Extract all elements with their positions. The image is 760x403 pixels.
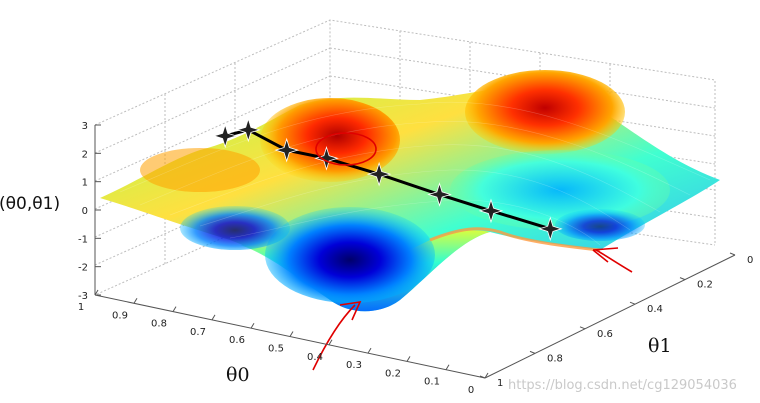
z-tick-label: -3 bbox=[78, 291, 88, 302]
x-tick-mark bbox=[484, 372, 489, 379]
z-tick-label: 3 bbox=[82, 121, 88, 132]
valley-side bbox=[180, 206, 290, 250]
x-tick-mark bbox=[133, 298, 138, 304]
x-tick-label: 0.3 bbox=[346, 360, 362, 371]
y-tick-mark bbox=[529, 350, 536, 354]
path-star-marker bbox=[427, 182, 452, 207]
z-tick-label: 2 bbox=[82, 149, 88, 160]
x-tick-mark bbox=[94, 289, 99, 296]
x-tick-mark bbox=[406, 356, 411, 362]
y-tick-label: 0.6 bbox=[597, 329, 613, 340]
x-tick-mark bbox=[250, 322, 255, 329]
cost-surface bbox=[100, 70, 720, 312]
valley-main bbox=[265, 207, 435, 303]
x-tick-mark bbox=[328, 339, 333, 346]
y-tick-label: 1 bbox=[497, 378, 503, 389]
x-tick-mark bbox=[367, 347, 372, 354]
x-axis: 0 0.1 0.2 0.3 0.4 0.5 0.6 0.7 0.8 0.9 1 bbox=[78, 289, 489, 396]
x-tick-label: 0 bbox=[468, 385, 474, 396]
ridge-left bbox=[140, 148, 260, 192]
path-star-marker bbox=[314, 145, 339, 171]
x-tick-label: 0.2 bbox=[385, 368, 401, 379]
arrow-theta1-head bbox=[592, 247, 619, 263]
y-tick-mark bbox=[629, 301, 636, 305]
peak-right bbox=[465, 70, 625, 154]
gradient-descent-path bbox=[212, 117, 563, 242]
x-tick-mark bbox=[445, 364, 450, 370]
valley-right bbox=[555, 209, 645, 241]
z-tick-label: 0 bbox=[82, 206, 88, 217]
y-axis: 0 0.2 0.4 0.6 0.8 1 bbox=[479, 252, 753, 389]
x-tick-label: 1 bbox=[78, 302, 84, 313]
x-tick-mark bbox=[211, 314, 216, 321]
path-star-marker bbox=[537, 216, 563, 242]
path-star-marker bbox=[212, 123, 238, 149]
x-tick-label: 0.8 bbox=[151, 319, 167, 330]
y-tick-mark bbox=[729, 252, 736, 256]
y-tick-label: 0.4 bbox=[647, 304, 663, 315]
y-axis-label: θ1 bbox=[648, 335, 672, 357]
start-circle bbox=[315, 132, 377, 166]
z-axis-label: J(θ0,θ1) bbox=[0, 194, 60, 214]
arrow-theta0-shaft bbox=[312, 304, 356, 371]
watermark: https://blog.csdn.net/cg129054036 bbox=[508, 378, 737, 393]
z-tick-label: -1 bbox=[78, 234, 88, 245]
x-axis-label: θ0 bbox=[226, 364, 250, 386]
x-tick-label: 0.5 bbox=[268, 344, 284, 355]
y-tick-mark bbox=[479, 375, 486, 379]
y-tick-label: 0.8 bbox=[547, 353, 563, 364]
annotations bbox=[312, 132, 633, 371]
y-tick-label: 0.2 bbox=[697, 280, 713, 291]
surface-lip bbox=[429, 227, 601, 252]
x-tick-label: 0.6 bbox=[229, 335, 245, 346]
y-tick-mark bbox=[579, 326, 586, 330]
arrow-theta1-shaft bbox=[595, 249, 633, 273]
x-tick-label: 0.4 bbox=[307, 352, 323, 363]
path-line bbox=[224, 128, 551, 231]
x-tick-label: 0.7 bbox=[190, 327, 206, 338]
z-tick-label: 1 bbox=[82, 178, 88, 189]
y-tick-label: 0 bbox=[747, 255, 753, 266]
x-tick-label: 0.1 bbox=[424, 377, 440, 388]
x-tick-label: 0.9 bbox=[112, 310, 128, 321]
path-star-marker bbox=[478, 198, 504, 224]
arrow-theta0-head bbox=[339, 300, 362, 321]
path-star-marker bbox=[235, 117, 261, 143]
path-star-marker bbox=[274, 137, 300, 163]
x-tick-mark bbox=[289, 331, 294, 337]
z-tick-label: -2 bbox=[78, 263, 88, 274]
path-star-marker bbox=[366, 161, 392, 187]
y-tick-mark bbox=[679, 277, 686, 281]
x-tick-mark bbox=[172, 306, 177, 312]
z-axis: -3 -2 -1 0 1 2 3 bbox=[78, 121, 101, 302]
